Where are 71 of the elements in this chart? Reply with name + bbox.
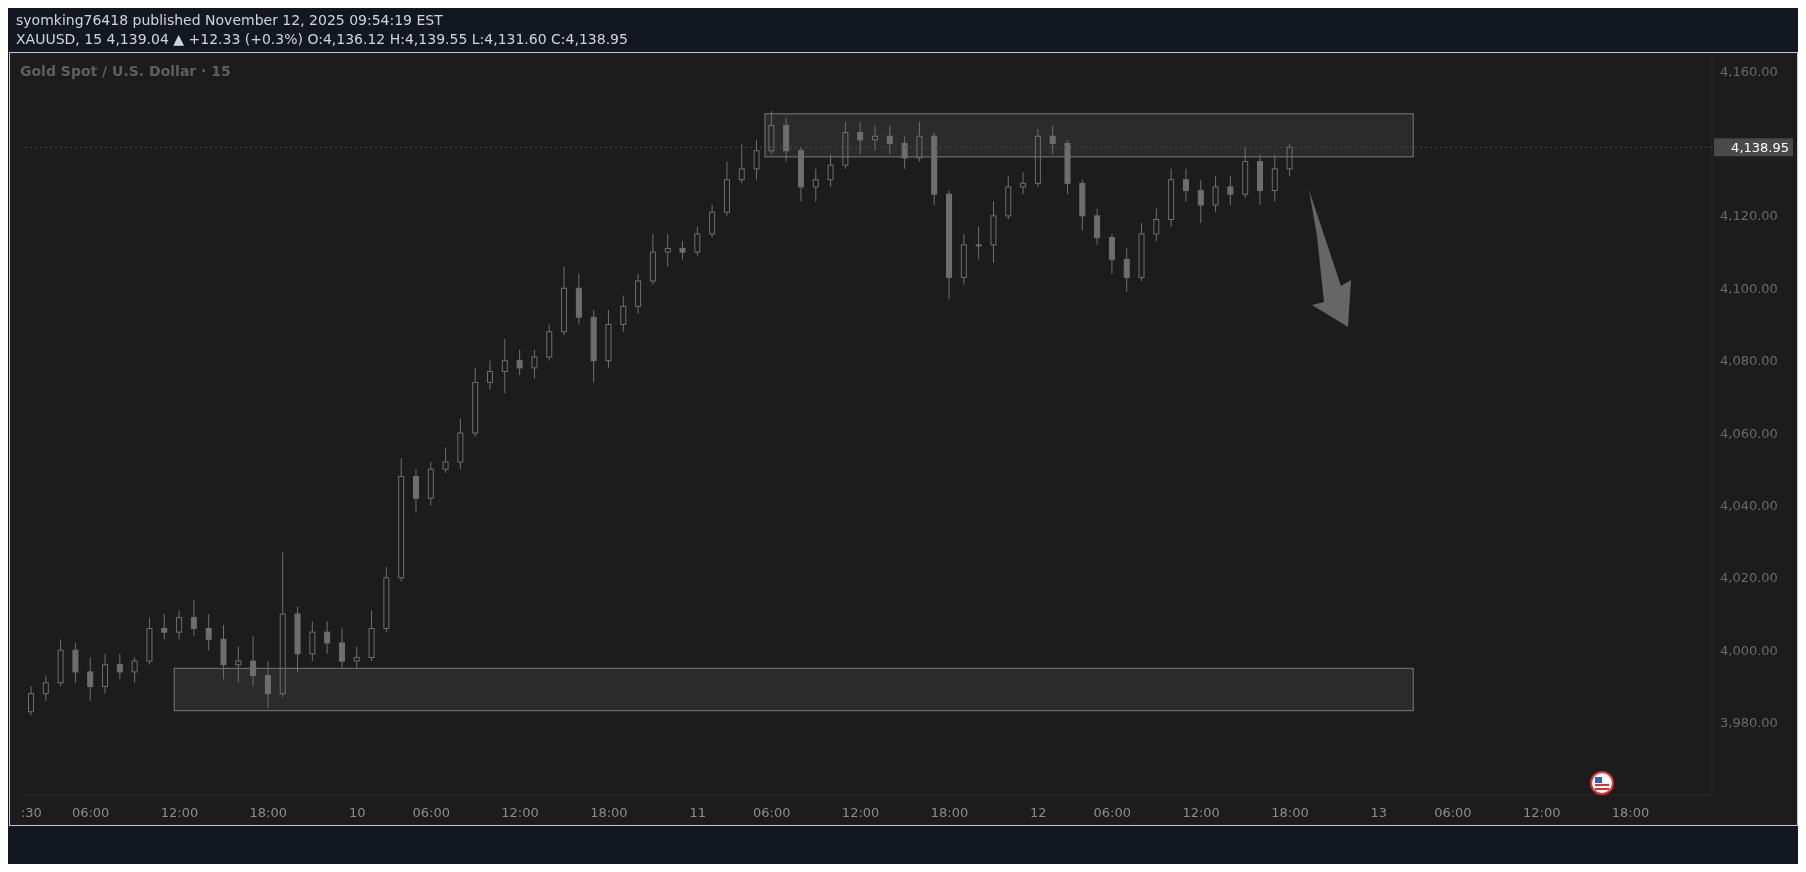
- x-tick-label: 10: [348, 805, 366, 820]
- y-tick-label: 3,980.00: [1720, 715, 1778, 731]
- candlestick: [886, 124, 893, 155]
- x-tick-label: 12:00: [1522, 805, 1561, 820]
- candlestick: [1182, 168, 1189, 202]
- y-tick-label: 4,000.00: [1720, 642, 1778, 658]
- candlestick: [590, 309, 597, 383]
- candlestick: [709, 204, 716, 239]
- candlestick: [561, 266, 568, 336]
- x-tick-label: 18:00: [249, 805, 288, 820]
- candlestick: [72, 642, 79, 684]
- candlestick: [28, 685, 34, 716]
- candlestick: [975, 226, 982, 260]
- candlestick: [176, 609, 183, 640]
- candlestick: [324, 620, 331, 655]
- text: Gold Spot / U.S. Dollar · 15: [20, 63, 231, 79]
- candlestick: [412, 468, 419, 514]
- x-tick-label: 13: [1370, 805, 1388, 820]
- candlestick: [635, 273, 642, 315]
- candlestick: [1020, 171, 1027, 195]
- y-tick-label: 4,120.00: [1720, 208, 1778, 224]
- candlestick: [190, 599, 197, 637]
- x-tick-label: 18:00: [590, 805, 628, 820]
- y-tick-label: 4,100.00: [1720, 280, 1778, 296]
- candlestick: [664, 233, 671, 268]
- candlestick: [620, 295, 627, 333]
- candlestick: [649, 233, 656, 286]
- candlestick: [102, 653, 109, 695]
- x-tick-label: 18:00: [930, 805, 969, 820]
- candlestick: [87, 656, 94, 702]
- candlestick: [575, 273, 582, 325]
- candlestick: [812, 168, 819, 202]
- y-tick-label: 4,040.00: [1720, 498, 1778, 514]
- candlestick: [1108, 233, 1115, 275]
- x-tick-label: 06:00: [1093, 805, 1132, 820]
- y-tick-label: 4,160.00: [1720, 63, 1778, 79]
- candlestick: [960, 233, 967, 286]
- candlestick: [605, 309, 612, 369]
- y-tick-label: 4,020.00: [1720, 570, 1778, 586]
- candlestick: [1168, 168, 1175, 228]
- x-tick-label: 12:00: [160, 805, 199, 820]
- candlestick: [990, 200, 997, 264]
- x-tick-label: 18:00: [1271, 805, 1309, 820]
- candlestick: [501, 338, 508, 394]
- x-tick-label: 06:00: [71, 805, 110, 820]
- x-tick-label: 11: [689, 805, 706, 820]
- candlestick: [1227, 175, 1234, 206]
- x-tick-label: 18:00: [1611, 805, 1650, 820]
- candlestick: [487, 360, 494, 391]
- candlestick: [309, 620, 316, 662]
- x-tick-label: 12:00: [841, 805, 880, 820]
- chart-subtitle: XAUUSD, 15 4,139.04 ▲ +12.33 (+0.3%) O:4,136.12 H:4,139.55 L:4,131.60 C:4,138.95: [16, 31, 628, 47]
- x-tick-label: 06:00: [412, 805, 450, 820]
- x-tick-label: 12:00: [501, 805, 539, 820]
- candlestick: [1094, 208, 1101, 246]
- candlestick: [1197, 179, 1204, 224]
- x-tick-label: 06:00: [753, 805, 791, 820]
- candlestick: [205, 613, 212, 651]
- candlestick: [946, 190, 953, 300]
- candlestick: [872, 124, 878, 152]
- x-tick-label: 12: [1030, 805, 1047, 820]
- y-tick-label: 4,080.00: [1720, 353, 1778, 369]
- candlestick: [1123, 247, 1130, 293]
- x-tick-label: :30: [20, 805, 42, 820]
- text: syomking76418 published November 12, 2025 09:54:19 EST: [16, 12, 444, 28]
- x-tick-label: 12:00: [1182, 805, 1220, 820]
- ref-line-label: 4,138.95: [1731, 140, 1789, 156]
- x-tick-label: 06:00: [1434, 805, 1472, 820]
- candlestick: [723, 161, 730, 217]
- y-tick-label: 4,060.00: [1720, 425, 1778, 441]
- candlestick: [1049, 124, 1056, 155]
